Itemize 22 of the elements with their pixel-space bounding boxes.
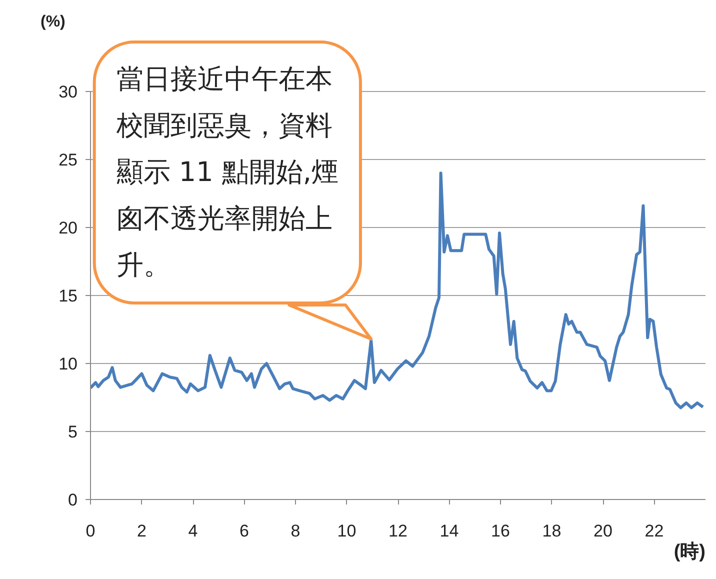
y-tick-label: 15	[58, 286, 78, 306]
x-tick-label: 22	[644, 522, 664, 540]
x-tick-label: 18	[542, 522, 562, 540]
y-tick-label: 30	[58, 82, 78, 102]
x-axis-title: (時)	[674, 540, 706, 562]
x-tick-label: 0	[86, 522, 96, 540]
x-tick-label: 2	[137, 522, 146, 540]
x-tick-label: 6	[240, 522, 249, 540]
x-tick-label: 14	[440, 522, 459, 540]
y-tick-label: 5	[68, 422, 78, 442]
x-tick-label: 16	[491, 522, 510, 540]
y-tick-label: 20	[58, 218, 78, 238]
annotation: 當日接近中午在本校聞到惡臭，資料顯示 11 點開始,煙囪不透光率開始上升。	[115, 64, 338, 281]
y-axis-title: (%)	[40, 14, 66, 30]
x-tick-label: 4	[188, 522, 198, 540]
x-tick-label: 12	[388, 522, 408, 540]
x-tick-label: 8	[290, 522, 300, 540]
x-tick-label: 10	[337, 522, 356, 540]
y-tick-label: 25	[58, 150, 78, 170]
x-tick-label: 20	[594, 522, 612, 540]
y-tick-label: 0	[68, 490, 78, 510]
y-tick-label: 10	[58, 354, 78, 374]
